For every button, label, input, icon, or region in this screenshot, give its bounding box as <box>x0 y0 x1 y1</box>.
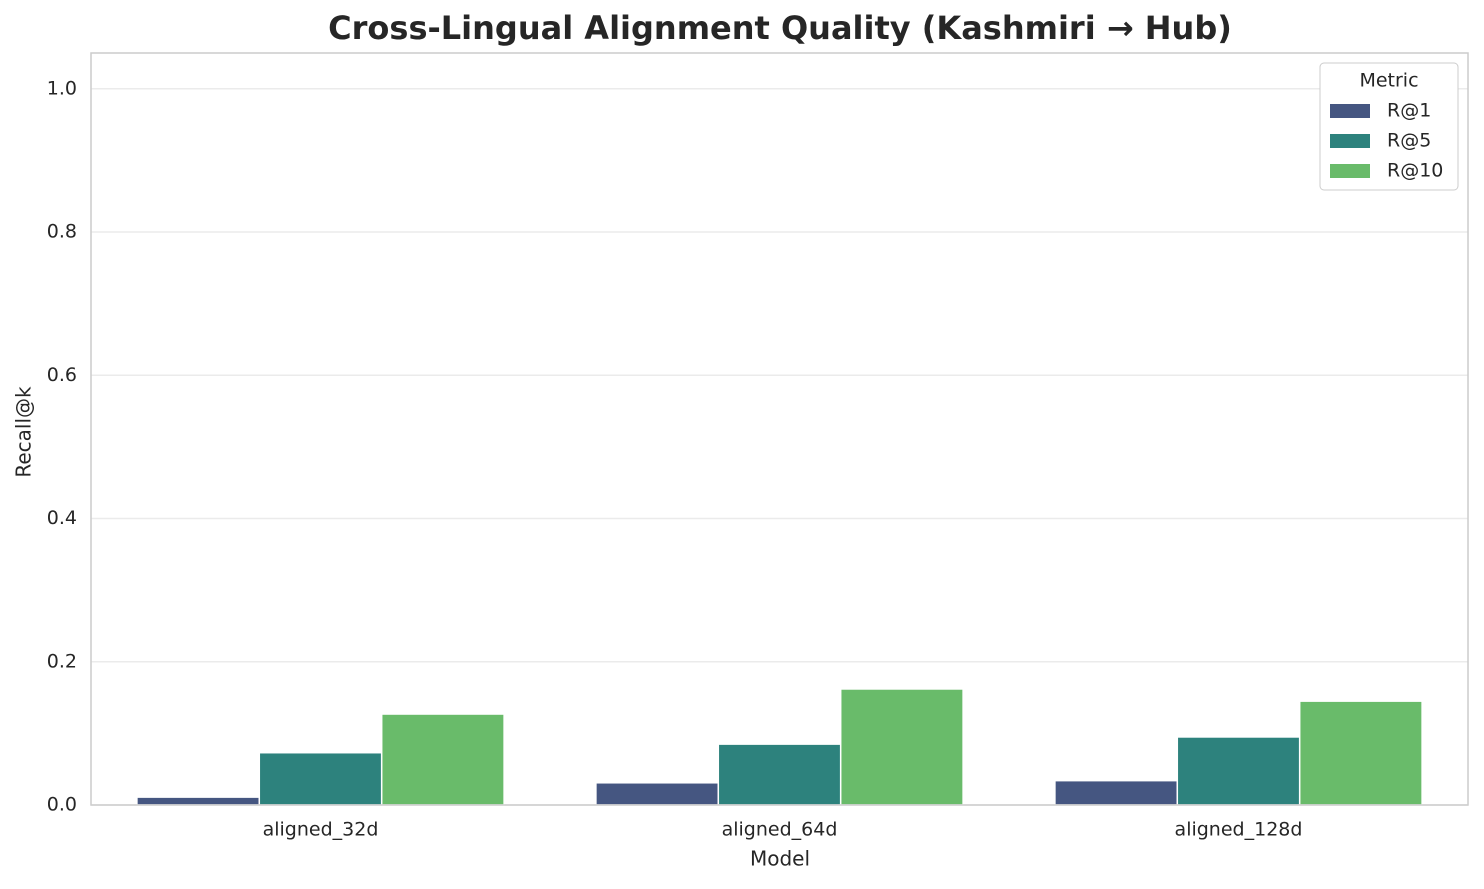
y-axis-label: Recall@k <box>12 386 36 478</box>
bar <box>136 796 261 806</box>
y-tick-label: 1.0 <box>47 77 77 99</box>
bar <box>380 713 505 806</box>
y-tick-label: 0.0 <box>47 794 77 816</box>
y-tick-label: 0.2 <box>47 650 77 672</box>
y-tick-label: 0.6 <box>47 364 77 386</box>
legend-swatch <box>1330 104 1370 118</box>
chart-title: Cross-Lingual Alignment Quality (Kashmir… <box>328 9 1232 47</box>
legend-title: Metric <box>1359 70 1418 92</box>
plot-frame <box>90 52 1469 806</box>
y-tick-label: 0.8 <box>47 221 77 243</box>
bar <box>839 688 964 806</box>
y-tick-label: 0.4 <box>47 507 77 529</box>
legend-label: R@10 <box>1387 160 1443 182</box>
legend-swatch <box>1330 134 1370 148</box>
legend-box <box>1319 62 1459 191</box>
x-tick-label: aligned_32d <box>263 819 379 841</box>
legend-swatch <box>1330 164 1370 178</box>
bar <box>595 782 720 806</box>
x-axis-label: Model <box>750 847 810 871</box>
legend-label: R@5 <box>1387 130 1431 152</box>
bar <box>258 751 383 806</box>
legend: Metric R@1 R@5 R@10 <box>1319 62 1459 191</box>
x-tick-label: aligned_128d <box>1175 819 1303 841</box>
bar <box>1176 736 1301 806</box>
bar <box>1298 700 1423 806</box>
x-tick-label: aligned_64d <box>722 819 838 841</box>
legend-label: R@1 <box>1387 100 1431 122</box>
bar <box>717 743 842 806</box>
bar <box>1054 779 1179 806</box>
